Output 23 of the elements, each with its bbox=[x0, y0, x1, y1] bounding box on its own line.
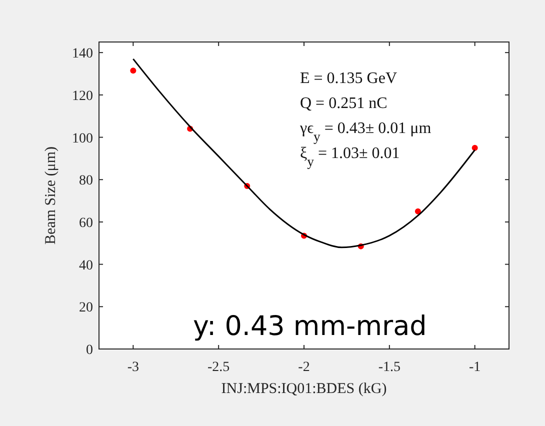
y-tick-label: 20 bbox=[79, 300, 93, 316]
y-tick-label: 60 bbox=[79, 216, 93, 231]
annotation: Q = 0.251 nC bbox=[300, 95, 388, 112]
x-tick-label: -2.5 bbox=[207, 360, 230, 375]
annotation: γϵ$_{y}$ = 0.43± 0.01 μm bbox=[299, 120, 432, 144]
y-tick-label: 40 bbox=[79, 258, 93, 274]
y-tick-label: 120 bbox=[72, 88, 93, 104]
x-tick-label: -3 bbox=[127, 360, 140, 375]
x-tick-label: -2 bbox=[298, 360, 310, 375]
annotation: y: 0.43 mm-mrad bbox=[193, 311, 427, 342]
y-tick-label: 80 bbox=[79, 174, 93, 189]
annotation: ξ$_{y}$ = 1.03± 0.01 bbox=[300, 145, 400, 168]
x-axis-title: INJ:MPS:IQ01:BDES (kG) bbox=[221, 381, 387, 397]
x-tick-label: -1.5 bbox=[378, 360, 401, 375]
point bbox=[130, 68, 136, 74]
y-tick-label: 100 bbox=[72, 131, 93, 146]
point bbox=[414, 208, 421, 214]
y-tick-label: 0 bbox=[86, 343, 93, 358]
annotation: E = 0.135 GeV bbox=[300, 70, 398, 87]
point bbox=[472, 144, 478, 151]
y-axis-title: Beam Size (μm) bbox=[43, 146, 59, 245]
x-tick-label: -1 bbox=[468, 360, 481, 375]
y-tick-label: 140 bbox=[72, 46, 93, 62]
